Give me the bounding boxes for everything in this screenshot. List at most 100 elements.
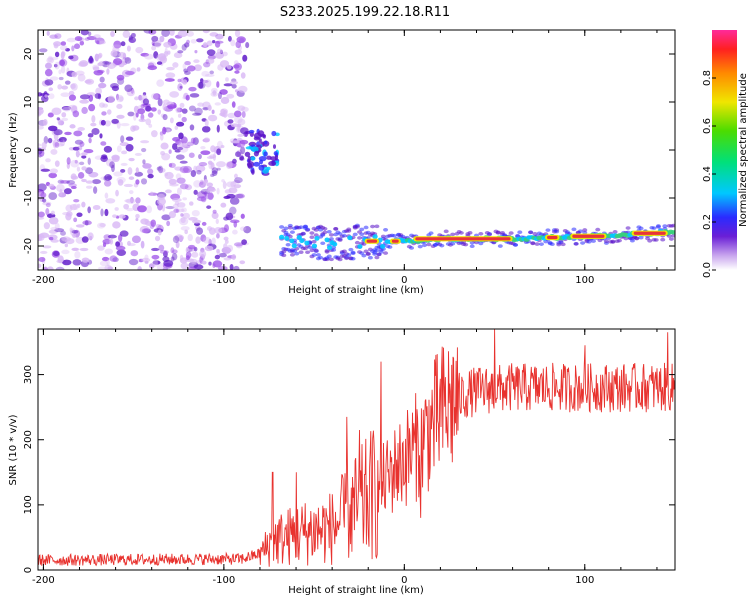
spectrogram-ridge-halo [374,248,380,253]
spectrogram-noise-blob [222,51,228,57]
spectrogram-noise-blob [125,143,134,152]
spectrogram-noise-blob [180,213,184,217]
spectrogram-noise-blob [145,118,152,126]
spectrogram-noise-blob [59,139,66,147]
spectrogram-noise-blob [197,81,206,89]
spectrogram-ridge-halo [409,246,415,250]
spectrogram-noise-blob [189,124,195,131]
spectrogram-noise-blob [151,254,160,260]
spectrogram-noise-blob [214,102,221,106]
spectrogram-noise-blob [160,133,164,141]
spectrogram-ridge-halo [512,243,518,247]
spectrogram-ridge-halo [333,227,339,231]
spectrogram-noise-blob [59,188,63,197]
spectrogram-noise-blob [151,35,159,42]
spectrogram-ridge-core [357,244,363,249]
spectrogram-noise-blob [102,242,107,247]
spectrogram-noise-blob [189,201,194,206]
spectrogram-noise-blob [79,99,90,104]
spectrogram-noise-blob [116,176,126,184]
spectrogram-ridge-core [291,243,297,249]
spectrogram-noise-blob [216,48,223,54]
spectrogram-noise-blob [186,65,196,72]
spectrogram-noise-blob [184,229,188,235]
spectrogram-noise-blob [195,236,201,244]
spectrogram-noise-blob [65,47,71,52]
spectrogram-pocket-blob [258,164,265,171]
spectrogram-noise-blob [70,175,79,180]
spectrogram-noise-blob [229,263,234,270]
spectrogram-noise-blob [74,159,78,164]
spectrogram-noise-blob [238,85,248,93]
spectrogram-noise-blob [55,266,65,270]
spectrogram-noise-blob [79,94,90,100]
spectrogram-noise-blob [51,107,62,116]
spectrogram-noise-blob [66,211,73,217]
spectrogram-ridge-halo [450,241,456,246]
spectrogram-noise-blob [168,149,172,154]
spectrogram-ridge-halo [638,226,644,231]
colorbar-tick-label: 0.8 [702,70,713,86]
spectrogram-noise-blob [159,55,168,64]
spectrogram-noise-blob [214,40,221,48]
spectrogram-noise-blob [105,158,114,167]
spectrogram-noise-blob [227,119,234,124]
spectrogram-noise-blob [58,76,64,81]
spectrogram-ridge-halo [365,252,371,256]
spectrogram-noise-blob [179,85,183,89]
spectrogram-noise-blob [230,219,240,224]
spectrogram-noise-blob [212,209,217,214]
spectrogram-noise-blob [115,189,119,197]
spectrogram-noise-blob [201,125,211,133]
spectrogram-noise-blob [50,210,55,216]
spectrogram-noise-blob [92,204,101,210]
spectrogram-noise-blob [133,113,137,121]
spectrogram-noise-blob [72,259,82,266]
spectrogram-noise-blob [131,235,141,244]
spectrogram-noise-blob [109,161,115,169]
spectrogram-noise-blob [211,212,219,220]
spectrogram-noise-blob [38,257,46,263]
spectrogram-noise-blob [236,193,245,199]
spectrogram-noise-blob [173,52,183,59]
spectrogram-noise-blob [191,251,199,258]
spectrogram-noise-blob [201,70,210,77]
spectrogram-noise-blob [74,250,81,259]
spectrogram-ridge-halo [671,233,675,238]
spectrogram-noise-blob [178,132,184,140]
spectrogram-noise-blob [90,122,97,127]
spectrogram-noise-blob [116,145,122,153]
spectrogram-noise-blob [201,260,207,265]
colorbar-gradient [712,30,737,270]
spectrogram-noise-blob [134,152,142,156]
spectrogram-noise-blob [199,250,207,258]
spectrogram-noise-blob [124,199,134,203]
spectrogram-noise-blob [169,30,175,36]
spectrogram-noise-blob [38,125,44,130]
spectrogram-ridge-halo [612,230,618,234]
spectrogram-noise-blob [142,98,150,106]
spectrogram-noise-blob [73,217,78,223]
spectrogram-noise-blob [184,184,193,191]
spectrogram-noise-blob [187,266,196,270]
spectrogram-noise-blob [113,40,122,49]
spectrogram-noise-blob [220,202,227,208]
spectrogram-noise-blob [157,98,163,107]
spectrogram-noise-blob [152,93,161,100]
snr-xtick-label: 0 [401,575,407,586]
spectrogram-noise-blob [223,236,229,241]
spectrogram-noise-blob [43,136,49,144]
spectrogram-noise-blob [203,61,211,68]
spectrogram-noise-blob [226,93,235,99]
spectrogram-noise-blob [212,153,216,161]
spectrogram-noise-blob [124,57,132,64]
spectrogram-noise-blob [59,45,68,51]
spectrogram-noise-blob [163,41,172,48]
spectrogram-noise-blob [215,161,226,168]
spectrogram-ridge-halo [287,234,293,239]
spectrogram-noise-blob [120,41,126,47]
colorbar-ticks: 0.0 0.2 0.4 0.6 0.8 [702,70,716,278]
spectrogram-noise-blob [187,244,196,250]
